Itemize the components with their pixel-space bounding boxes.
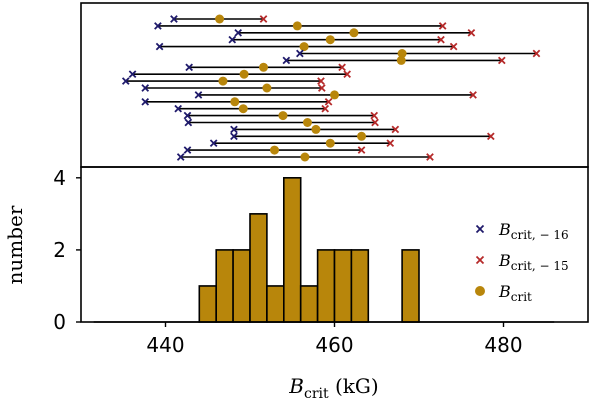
histogram-bar: [232, 249, 251, 323]
bcrit-marker: [230, 97, 240, 107]
bcrit-15-marker: [469, 91, 477, 99]
bcrit-15-marker: [317, 77, 325, 85]
bcrit-15-marker: [467, 28, 476, 37]
bcrit-15-marker: [324, 97, 333, 106]
x-tick-label: 460: [315, 333, 353, 357]
x-tick-label: 480: [484, 333, 522, 357]
y-tick-label: 2: [53, 238, 66, 262]
bcrit-15-marker: [437, 35, 445, 44]
range-panel: [121, 14, 541, 162]
bcrit-15-marker: [386, 139, 395, 148]
bcrit-16-marker: [141, 84, 150, 92]
bcrit-16-marker: [128, 70, 137, 79]
bcrit-16-marker: [282, 56, 291, 65]
bcrit-16-marker: [154, 22, 162, 30]
x-axis-label-unit: (kG): [329, 374, 379, 398]
bcrit-16-marker: [176, 153, 185, 161]
bcrit-16-marker: [194, 91, 203, 99]
bcrit-marker: [397, 49, 407, 58]
histogram-panel: [93, 177, 555, 323]
bcrit-marker: [325, 35, 335, 45]
bcrit-marker: [262, 83, 272, 93]
bcrit-marker: [215, 14, 225, 24]
y-tick-label: 0: [53, 310, 66, 334]
legend-label: Bcrit, − 15: [498, 251, 569, 273]
bcrit-15-marker: [357, 146, 366, 154]
bcrit-marker: [330, 90, 339, 100]
bcrit-16-marker: [183, 146, 192, 154]
bcrit-15-marker: [370, 111, 379, 120]
bcrit-marker: [396, 55, 406, 65]
histogram-bar: [299, 285, 319, 323]
bcrit-16-marker: [228, 35, 237, 44]
bcrit-16-marker: [234, 28, 243, 37]
x-axis-label-sub: crit: [304, 386, 329, 402]
histogram-bar: [215, 249, 234, 323]
bcrit-15-marker: [532, 49, 541, 58]
histogram-bar: [282, 177, 302, 323]
bcrit-16-marker: [184, 118, 193, 127]
bcrit-15-marker: [259, 15, 268, 23]
histogram-bar: [401, 249, 420, 323]
bcrit-15-marker: [317, 84, 326, 92]
legend-label: Bcrit, − 16: [498, 220, 569, 242]
bcrit-marker: [218, 76, 228, 86]
bcrit-15-marker: [497, 56, 506, 65]
bcrit-16-marker: [170, 15, 178, 23]
bcrit-16-marker: [141, 97, 150, 106]
bcrit-16-marker: [121, 77, 130, 85]
histogram-bar: [266, 285, 285, 323]
bcrit-marker: [325, 138, 335, 148]
x-axis-label: Bcrit (kG): [288, 374, 378, 402]
legend-marker-x: [475, 255, 485, 265]
histogram-bar: [333, 249, 353, 323]
legend-label: Bcrit: [498, 282, 532, 304]
axes: 440 460 480 0 2 4: [53, 166, 522, 357]
bcrit-15-marker: [343, 70, 352, 79]
bcrit-15-marker: [391, 125, 400, 134]
legend: Bcrit, − 16 Bcrit, − 15 Bcrit: [475, 220, 569, 304]
bcrit-15-marker: [321, 104, 330, 113]
bcrit-16-marker: [183, 111, 192, 120]
bcrit-marker: [357, 131, 367, 141]
bcrit-marker: [278, 111, 288, 121]
histogram-bar: [198, 285, 218, 323]
bcrit-15-marker: [438, 22, 447, 30]
bcrit-15-marker: [449, 42, 458, 51]
bcrit-15-marker: [371, 118, 379, 127]
bcrit-16-marker: [185, 63, 193, 72]
x-tick-label: 440: [146, 333, 184, 357]
bcrit-marker: [311, 124, 321, 134]
bcrit-15-marker: [338, 63, 346, 72]
y-tick-label: 4: [53, 166, 66, 190]
bcrit-16-marker: [155, 42, 164, 51]
legend-marker-x: [475, 224, 485, 234]
bcrit-16-marker: [174, 104, 183, 113]
legend-marker-dot: [475, 286, 485, 296]
y-axis-label: number: [3, 205, 27, 284]
bcrit-marker: [300, 152, 310, 162]
bcrit-15-marker: [486, 132, 495, 141]
bcrit-marker: [239, 69, 249, 79]
bcrit-16-marker: [230, 125, 238, 134]
bcrit-16-marker: [230, 132, 238, 141]
bcrit-marker: [238, 104, 248, 114]
histogram-bar: [316, 249, 336, 323]
bcrit-15-marker: [426, 153, 434, 161]
bcrit-marker: [292, 21, 302, 31]
histogram-bar: [350, 249, 370, 323]
bcrit-marker: [270, 145, 280, 155]
bcrit-16-marker: [209, 139, 218, 148]
bcrit-16-marker: [296, 49, 304, 58]
bcrit-marker: [349, 28, 359, 38]
bcrit-marker: [299, 42, 309, 52]
bcrit-marker: [302, 118, 312, 127]
x-axis-label-base: B: [288, 374, 304, 398]
histogram-bar: [249, 213, 268, 323]
bcrit-marker: [259, 62, 269, 72]
